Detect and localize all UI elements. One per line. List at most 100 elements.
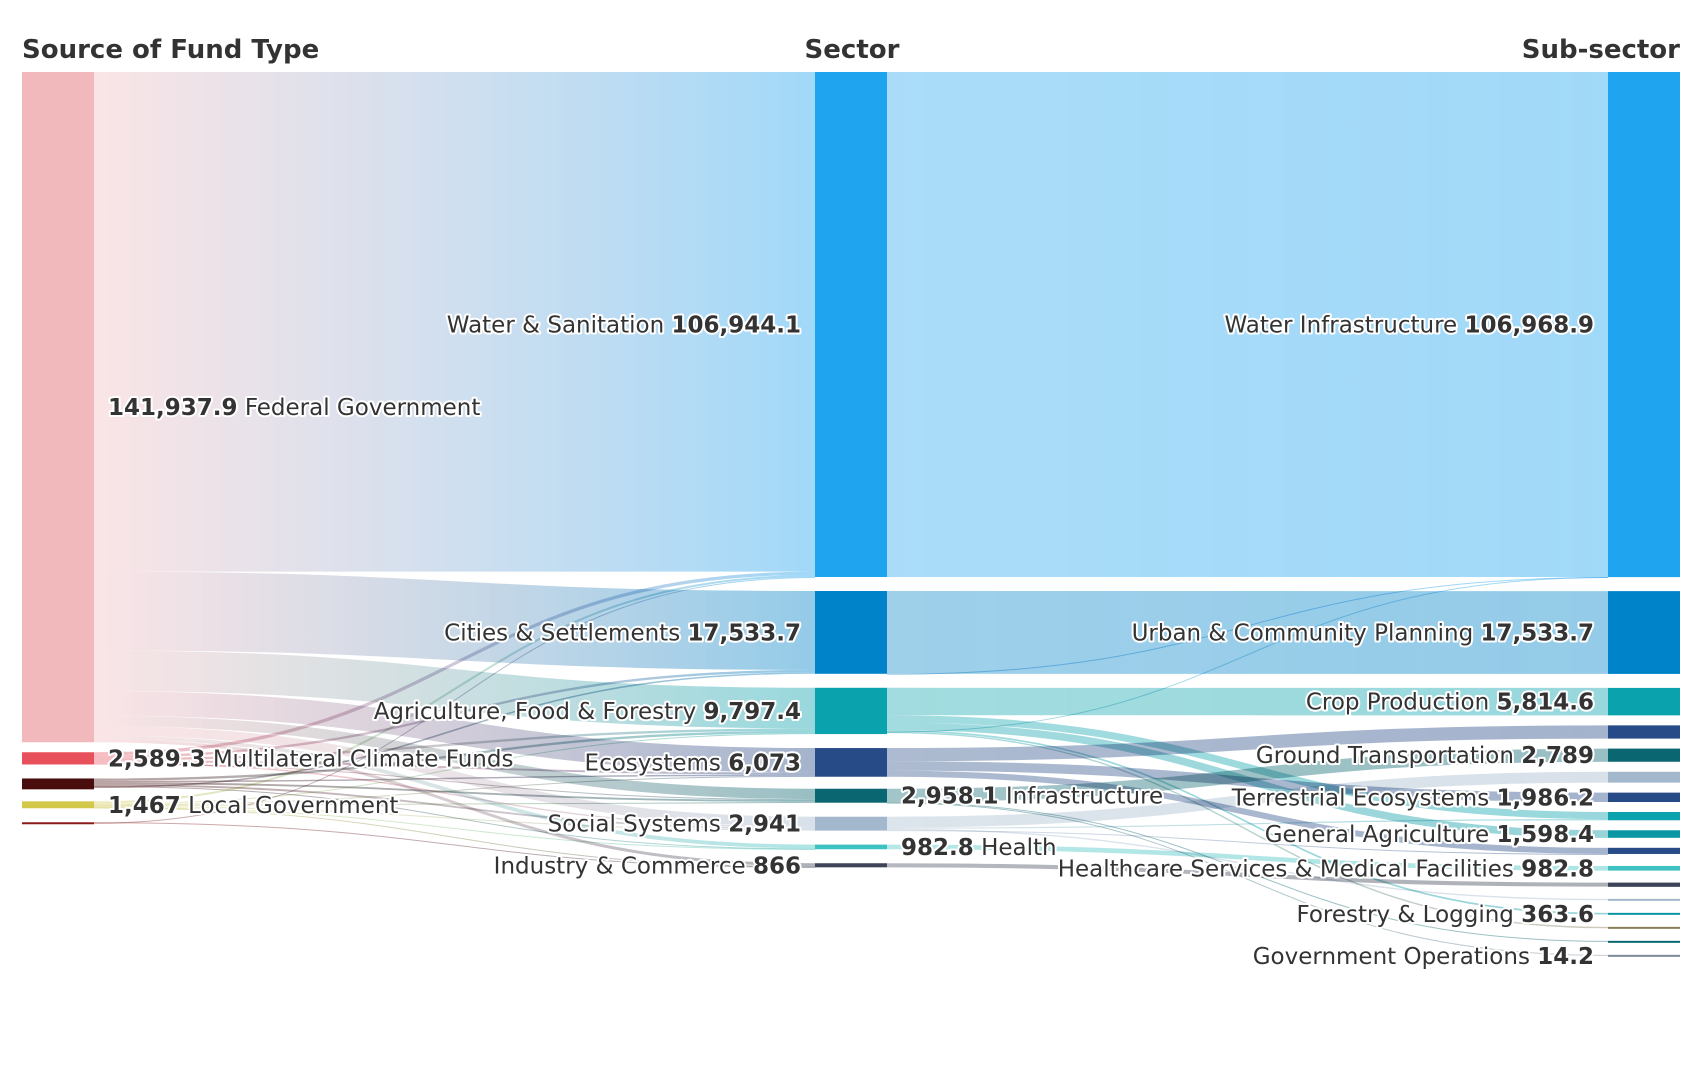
node-label-ss: Social Systems 2,941 bbox=[548, 812, 801, 838]
link-ss-to-s2[interactable] bbox=[886, 771, 1609, 828]
links-layer bbox=[93, 71, 1609, 956]
node-name-gt: Ground Transportation bbox=[1256, 743, 1514, 769]
column-header-sector: Sector bbox=[805, 35, 900, 65]
node-fl[interactable] bbox=[1608, 912, 1680, 915]
node-name-wi: Water Infrastructure bbox=[1225, 313, 1458, 339]
node-cp[interactable] bbox=[1608, 687, 1680, 716]
link-cs-to-wi[interactable] bbox=[886, 577, 1609, 675]
link-mcf-to-aff[interactable] bbox=[93, 728, 816, 761]
link-mcf-to-inf[interactable] bbox=[93, 763, 816, 801]
link-oth1-to-ss[interactable] bbox=[93, 784, 816, 830]
node-s7[interactable] bbox=[1608, 926, 1680, 929]
column-header-subsector: Sub-sector bbox=[1522, 35, 1680, 65]
link-loc-to-ss[interactable] bbox=[93, 805, 816, 831]
link-mcf-to-eco[interactable] bbox=[93, 760, 816, 775]
node-name-aff: Agriculture, Food & Forestry bbox=[374, 699, 696, 725]
link-aff-to-fl[interactable] bbox=[886, 729, 1609, 915]
node-label-ga: General Agriculture 1,598.4 bbox=[1265, 822, 1594, 848]
link-hl-to-hs[interactable] bbox=[886, 844, 1609, 871]
link-loc-to-eco[interactable] bbox=[93, 775, 816, 806]
node-wi[interactable] bbox=[1608, 72, 1680, 578]
node-value-ss: 2,941 bbox=[728, 812, 801, 838]
node-s5[interactable] bbox=[1608, 882, 1680, 887]
link-fed-to-inf[interactable] bbox=[93, 715, 816, 800]
link-eco-to-s1[interactable] bbox=[886, 725, 1609, 762]
link-ss-to-s6[interactable] bbox=[886, 828, 1609, 901]
link-fed-to-ss[interactable] bbox=[93, 726, 816, 827]
node-fed[interactable] bbox=[22, 72, 94, 743]
node-s1[interactable] bbox=[1608, 725, 1680, 739]
link-aff-to-s7[interactable] bbox=[886, 731, 1609, 929]
node-ucp[interactable] bbox=[1608, 591, 1680, 674]
link-oth2-to-ws[interactable] bbox=[93, 577, 816, 824]
link-ic-to-s5[interactable] bbox=[886, 863, 1609, 887]
link-aff-to-wi[interactable] bbox=[886, 577, 1609, 733]
link-oth2-to-ic[interactable] bbox=[93, 822, 816, 868]
node-hs[interactable] bbox=[1608, 865, 1680, 871]
node-value-inf: 2,958.1 bbox=[901, 784, 999, 810]
link-inf-to-gt[interactable] bbox=[886, 748, 1609, 802]
node-ic[interactable] bbox=[815, 863, 887, 868]
node-value-ws: 106,944.1 bbox=[672, 313, 802, 339]
link-loc-to-ws[interactable] bbox=[93, 574, 816, 804]
node-s3[interactable] bbox=[1608, 812, 1680, 821]
node-label-ic: Industry & Commerce 866 bbox=[494, 853, 801, 879]
link-loc-to-inf[interactable] bbox=[93, 801, 816, 807]
node-value-te: 1,986.2 bbox=[1497, 785, 1595, 811]
link-loc-to-aff[interactable] bbox=[93, 733, 816, 805]
node-oth1[interactable] bbox=[22, 778, 94, 790]
node-value-ic: 866 bbox=[753, 853, 801, 879]
node-value-hl: 982.8 bbox=[901, 835, 974, 861]
node-go[interactable] bbox=[1608, 954, 1680, 957]
node-name-ws: Water & Sanitation bbox=[447, 313, 664, 339]
node-label-loc: 1,467 Local Government bbox=[108, 793, 398, 819]
link-ss-to-s3[interactable] bbox=[886, 819, 1609, 829]
link-aff-to-s3[interactable] bbox=[886, 715, 1609, 820]
link-loc-to-ic[interactable] bbox=[93, 807, 816, 868]
link-fed-to-eco[interactable] bbox=[93, 691, 816, 773]
node-label-eco: Ecosystems 6,073 bbox=[585, 750, 801, 776]
nodes-layer bbox=[22, 72, 1680, 957]
node-value-fed: 141,937.9 bbox=[108, 395, 238, 421]
node-gt[interactable] bbox=[1608, 748, 1680, 762]
node-label-mcf: 2,589.3 Multilateral Climate Funds bbox=[108, 746, 513, 772]
link-oth1-to-inf[interactable] bbox=[93, 782, 816, 802]
node-name-te: Terrestrial Ecosystems bbox=[1231, 785, 1489, 811]
node-aff[interactable] bbox=[815, 687, 887, 735]
node-s4[interactable] bbox=[1608, 847, 1680, 854]
node-name-eco: Ecosystems bbox=[585, 750, 721, 776]
node-name-loc: Local Government bbox=[188, 793, 398, 819]
link-mcf-to-cs[interactable] bbox=[93, 669, 816, 758]
node-s2[interactable] bbox=[1608, 771, 1680, 783]
node-cs[interactable] bbox=[815, 591, 887, 674]
node-s8[interactable] bbox=[1608, 940, 1680, 943]
node-inf[interactable] bbox=[815, 788, 887, 803]
node-label-aff: Agriculture, Food & Forestry 9,797.4 bbox=[374, 699, 801, 725]
node-name-cs: Cities & Settlements bbox=[444, 620, 680, 646]
node-name-hl: Health bbox=[981, 835, 1057, 861]
link-eco-to-s4[interactable] bbox=[886, 770, 1609, 854]
node-value-mcf: 2,589.3 bbox=[108, 746, 206, 772]
link-inf-to-go[interactable] bbox=[886, 802, 1609, 956]
link-oth1-to-aff[interactable] bbox=[93, 730, 816, 781]
node-ws[interactable] bbox=[815, 72, 887, 577]
node-value-cs: 17,533.7 bbox=[688, 620, 802, 646]
node-label-wi: Water Infrastructure 106,968.9 bbox=[1225, 313, 1595, 339]
link-fed-to-cs[interactable] bbox=[93, 571, 816, 670]
node-hl[interactable] bbox=[815, 844, 887, 850]
node-ss[interactable] bbox=[815, 816, 887, 831]
link-inf-to-s8[interactable] bbox=[886, 801, 1609, 942]
node-loc[interactable] bbox=[22, 801, 94, 809]
node-oth2[interactable] bbox=[22, 822, 94, 825]
link-mcf-to-ws[interactable] bbox=[93, 571, 816, 756]
node-s6[interactable] bbox=[1608, 898, 1680, 901]
link-ss-to-s4[interactable] bbox=[886, 830, 1609, 855]
node-mcf[interactable] bbox=[22, 752, 94, 765]
node-eco[interactable] bbox=[815, 748, 887, 777]
link-fed-to-ic[interactable] bbox=[93, 739, 816, 867]
link-oth1-to-cs[interactable] bbox=[93, 672, 816, 789]
node-ga[interactable] bbox=[1608, 830, 1680, 838]
node-label-cs: Cities & Settlements 17,533.7 bbox=[444, 620, 801, 646]
node-te[interactable] bbox=[1608, 792, 1680, 803]
node-label-ws: Water & Sanitation 106,944.1 bbox=[447, 313, 801, 339]
